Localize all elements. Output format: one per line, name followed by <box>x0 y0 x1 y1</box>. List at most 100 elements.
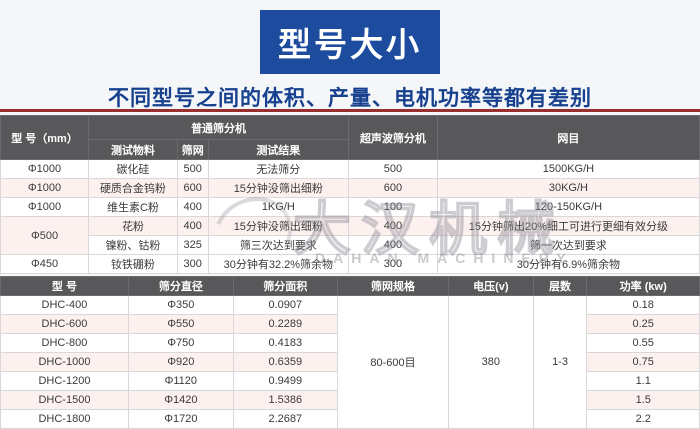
header-sieve-area: 筛分面积 <box>232 276 338 296</box>
cell-model: DHC-1000 <box>0 352 129 372</box>
cell-ultrasonic-result: 筛一次达到要求 <box>436 235 700 255</box>
cell-mesh: 300 <box>176 254 209 274</box>
header-ultrasonic-sieve: 超声波筛分机 <box>348 115 438 160</box>
cell-model: DHC-400 <box>0 295 129 315</box>
table-row: DHC-1200 Φ1120 0.9499 1.1 <box>0 371 700 391</box>
cell-model: Φ450 <box>0 254 90 274</box>
cell-area: 1.5386 <box>232 390 338 410</box>
table-row: DHC-400 Φ350 0.0907 80-600目 380 1-3 0.18 <box>0 295 700 429</box>
cell-power: 2.2 <box>586 409 700 429</box>
header-mesh-spec: 筛网规格 <box>336 276 450 296</box>
cell-diameter: Φ750 <box>127 333 234 353</box>
page-title-text: 型号大小 <box>278 26 422 63</box>
cell-mesh: 400 <box>176 216 209 236</box>
cell-ultrasonic-mesh: 400 <box>348 235 438 255</box>
cell-layers: 1-3 <box>532 295 588 429</box>
model-spec-table: 型 号 筛分直径 筛分面积 筛网规格 电压(v) 层数 功率 (kw) DHC-… <box>0 276 700 429</box>
cell-material: 维生素C粉 <box>88 197 178 217</box>
header-model: 型 号 <box>0 276 129 296</box>
cell-ultrasonic-mesh: 400 <box>348 216 438 236</box>
table-row: 镍粉、钴粉 325 筛三次达到要求 400 筛一次达到要求 <box>1 235 700 255</box>
header-test-result: 测试结果 <box>207 139 350 160</box>
cell-mesh-spec: 80-600目 <box>336 295 450 429</box>
cell-material: 花粉 <box>88 216 178 236</box>
cell-result: 15分钟没筛出细粉 <box>207 216 350 236</box>
cell-ultrasonic-mesh: 100 <box>348 197 438 217</box>
cell-area: 0.2289 <box>232 314 338 334</box>
table-row: Φ1000 碳化硅 500 无法筛分 500 1500KG/H <box>0 159 700 179</box>
table-row: Φ1000 维生素C粉 400 1KG/H 100 120-150KG/H <box>0 197 700 217</box>
table-row: Φ1000 硬质合金钨粉 600 15分钟没筛出细粉 600 30KG/H <box>0 178 700 198</box>
cell-ultrasonic-result: 30分钟有6.9%筛余物 <box>436 254 700 274</box>
red-divider-line <box>0 109 700 112</box>
cell-power: 1.5 <box>586 390 700 410</box>
cell-ultrasonic-result: 15分钟筛出20%细工可进行更细有效分级 <box>436 216 700 236</box>
cell-diameter: Φ1720 <box>127 409 234 429</box>
cell-ultrasonic-mesh: 300 <box>348 254 438 274</box>
cell-power: 0.55 <box>586 333 700 353</box>
cell-ultrasonic-mesh: 500 <box>348 159 438 179</box>
cell-mesh: 600 <box>176 178 209 198</box>
header-layers: 层数 <box>532 276 588 296</box>
cell-material: 碳化硅 <box>88 159 178 179</box>
cell-power: 0.75 <box>586 352 700 372</box>
cell-model: DHC-1800 <box>0 409 129 429</box>
header-model-mm: 型 号（mm） <box>0 115 90 160</box>
cell-result: 30分钟有32.2%筛余物 <box>207 254 350 274</box>
cell-ultrasonic-mesh: 600 <box>348 178 438 198</box>
cell-power: 0.18 <box>586 295 700 315</box>
cell-material: 硬质合金钨粉 <box>88 178 178 198</box>
cell-mesh: 325 <box>176 235 209 255</box>
cell-ultrasonic-result: 1500KG/H <box>436 159 700 179</box>
cell-diameter: Φ1120 <box>127 371 234 391</box>
cell-area: 2.2687 <box>232 409 338 429</box>
cell-model: Φ1000 <box>0 178 90 198</box>
cell-model: Φ1000 <box>0 159 90 179</box>
page-title: 型号大小 <box>260 10 440 74</box>
cell-area: 0.6359 <box>232 352 338 372</box>
table-row: Φ500 花粉 400 15分钟没筛出细粉 400 15分钟筛出20%细工可进行… <box>0 216 700 255</box>
cell-model: DHC-800 <box>0 333 129 353</box>
table-row: DHC-1000 Φ920 0.6359 0.75 <box>0 352 700 372</box>
header-test-material: 测试物料 <box>88 139 178 160</box>
tables-container: 型 号（mm） 普通筛分机 超声波筛分机 网目 测试物料 筛网 测试结果 Φ10… <box>0 115 700 429</box>
cell-result: 筛三次达到要求 <box>207 235 350 255</box>
table-row: DHC-1500 Φ1420 1.5386 1.5 <box>0 390 700 410</box>
cell-result: 无法筛分 <box>207 159 350 179</box>
page-subtitle: 不同型号之间的体积、产量、电机功率等都有差别 <box>108 87 592 110</box>
cell-model: DHC-1500 <box>0 390 129 410</box>
cell-result: 1KG/H <box>207 197 350 217</box>
cell-area: 0.4183 <box>232 333 338 353</box>
cell-mesh: 400 <box>176 197 209 217</box>
cell-diameter: Φ550 <box>127 314 234 334</box>
cell-diameter: Φ920 <box>127 352 234 372</box>
header-sieve-diameter: 筛分直径 <box>127 276 234 296</box>
cell-area: 0.0907 <box>232 295 338 315</box>
cell-model: DHC-1200 <box>0 371 129 391</box>
table-row: DHC-1800 Φ1720 2.2687 2.2 <box>0 409 700 429</box>
cell-power: 0.25 <box>586 314 700 334</box>
cell-model: DHC-600 <box>0 314 129 334</box>
cell-model: Φ500 <box>0 216 90 255</box>
cell-ultrasonic-result: 30KG/H <box>436 178 700 198</box>
header-ordinary-sieve-group: 普通筛分机 <box>88 115 350 140</box>
header-mesh-count: 网目 <box>436 115 700 160</box>
cell-area: 0.9499 <box>232 371 338 391</box>
table-row: Φ450 钕铁硼粉 300 30分钟有32.2%筛余物 300 30分钟有6.9… <box>0 254 700 274</box>
cell-voltage: 380 <box>448 295 534 429</box>
sieving-comparison-table: 型 号（mm） 普通筛分机 超声波筛分机 网目 测试物料 筛网 测试结果 Φ10… <box>0 115 700 274</box>
table-row: DHC-600 Φ550 0.2289 0.25 <box>0 314 700 334</box>
cell-diameter: Φ1420 <box>127 390 234 410</box>
header-voltage: 电压(v) <box>448 276 534 296</box>
cell-result: 15分钟没筛出细粉 <box>207 178 350 198</box>
cell-diameter: Φ350 <box>127 295 234 315</box>
cell-model: Φ1000 <box>0 197 90 217</box>
cell-material: 钕铁硼粉 <box>88 254 178 274</box>
cell-material: 镍粉、钴粉 <box>88 235 178 255</box>
cell-power: 1.1 <box>586 371 700 391</box>
cell-mesh: 500 <box>176 159 209 179</box>
cell-ultrasonic-result: 120-150KG/H <box>436 197 700 217</box>
header-screen-mesh: 筛网 <box>176 139 209 160</box>
header-power: 功率 (kw) <box>586 276 700 296</box>
